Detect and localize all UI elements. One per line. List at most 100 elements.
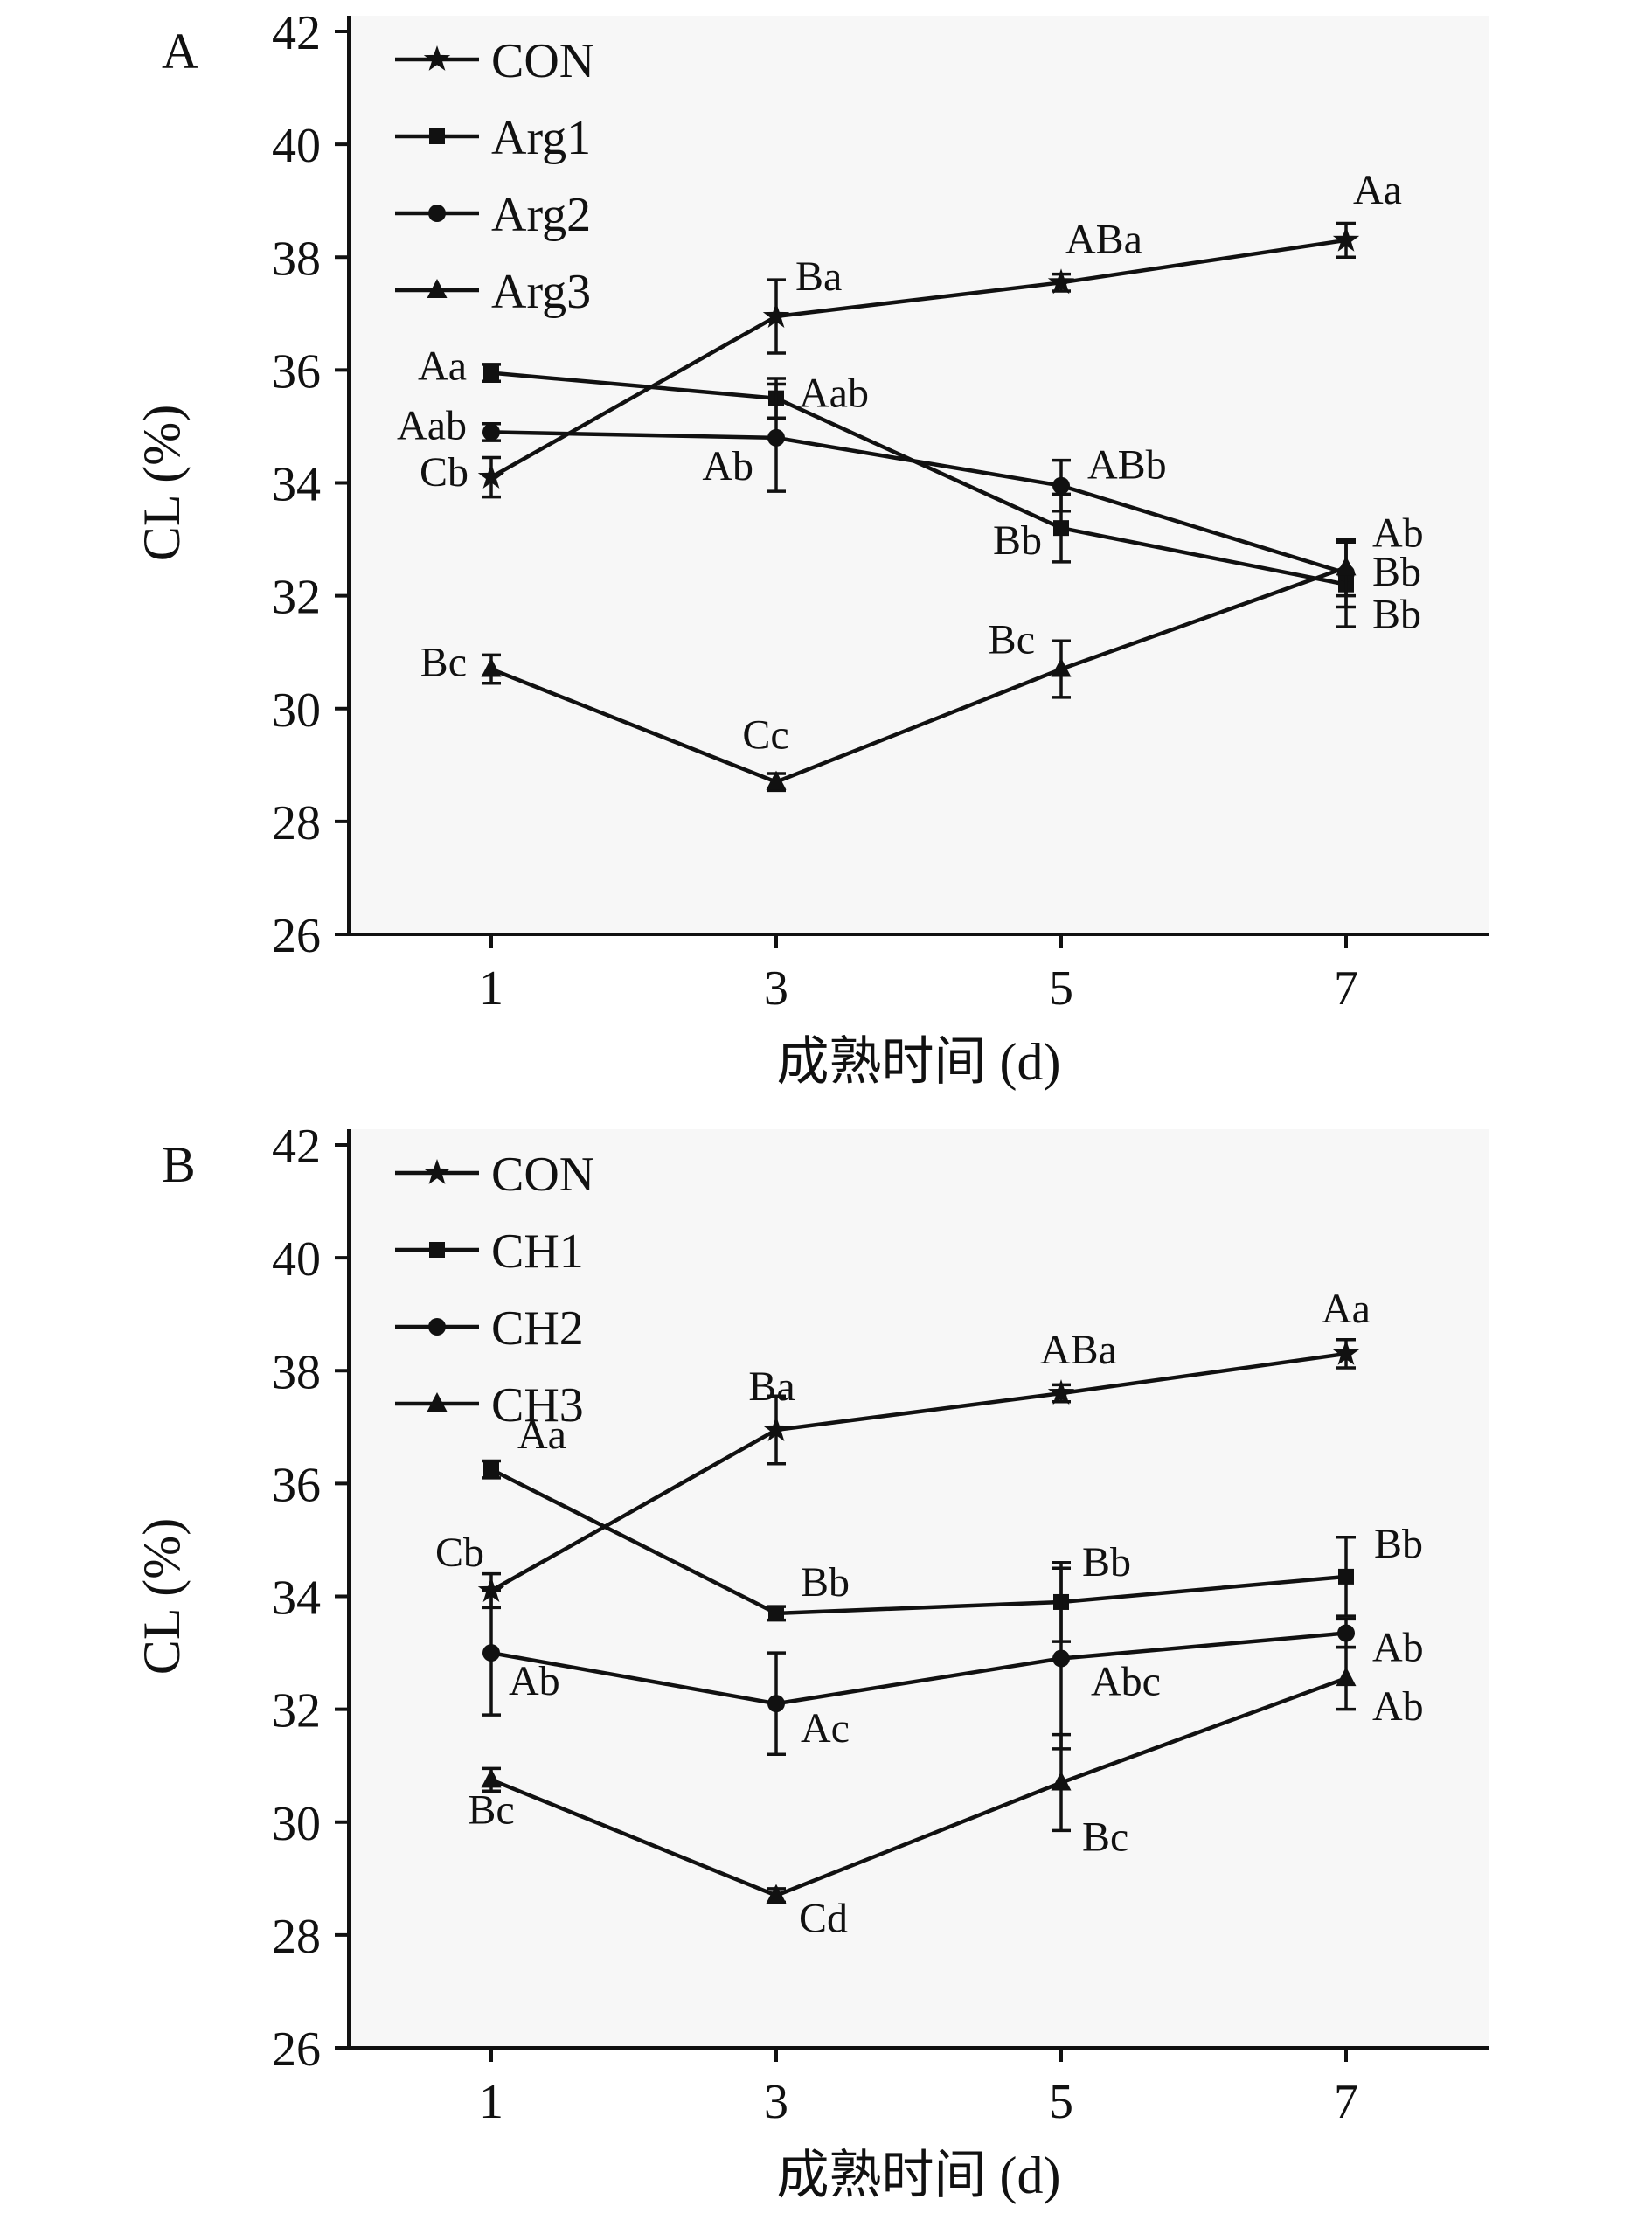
x-tick-label: 1 — [479, 2075, 503, 2129]
circle-marker — [482, 423, 500, 441]
point-label: Bb — [1082, 1539, 1131, 1585]
circle-marker — [1337, 1624, 1355, 1642]
point-label: ABa — [1065, 216, 1142, 262]
legend-label-CON: CON — [491, 1148, 594, 1202]
point-label: ABa — [1040, 1327, 1117, 1373]
square-marker — [483, 364, 499, 381]
x-axis-title: 成熟时间 (d) — [777, 1033, 1061, 1091]
point-label: Cb — [420, 449, 469, 496]
x-tick-label: 3 — [764, 961, 788, 1016]
point-label: Cb — [435, 1530, 484, 1576]
y-axis-title: CL (%) — [133, 405, 191, 561]
legend: CON Arg1 Arg2 Arg3 — [395, 34, 594, 319]
star-marker — [1047, 1379, 1075, 1405]
square-marker — [429, 128, 445, 144]
y-tick-label: 32 — [272, 571, 321, 625]
series-line — [489, 1351, 1347, 1592]
point-label: Ba — [795, 253, 842, 300]
y-tick-label: 36 — [272, 344, 321, 399]
series-CH2: Ab Ac Abc Ab — [482, 1566, 1424, 1757]
point-label: Cc — [742, 712, 788, 759]
star-marker — [1332, 1339, 1360, 1365]
circle-marker — [1052, 1649, 1070, 1668]
y-tick-label: 32 — [272, 1684, 321, 1738]
square-marker — [768, 1605, 784, 1621]
legend-label-CH3: CH3 — [491, 1378, 584, 1433]
point-label: Ab — [702, 443, 753, 489]
triangle-marker — [481, 1768, 502, 1788]
triangle-marker — [481, 657, 502, 677]
point-label: Ab — [1372, 1624, 1424, 1670]
series-Arg2: Aab Ab ABb Bb — [397, 382, 1421, 609]
x-tick-label: 7 — [1334, 961, 1358, 1016]
y-tick-label: 28 — [272, 796, 321, 850]
point-label: Bc — [1082, 1814, 1128, 1861]
x-tick-label: 3 — [764, 2075, 788, 2129]
point-label: Bb — [801, 1559, 850, 1606]
series-line — [489, 1467, 1347, 1616]
y-tick-label: 26 — [272, 909, 321, 963]
star-marker — [1332, 225, 1360, 252]
y-tick-label: 30 — [272, 683, 321, 738]
circle-marker — [428, 205, 446, 222]
legend: CON CH1 CH2 CH3 — [395, 1148, 594, 1433]
square-marker — [1338, 1568, 1354, 1585]
point-label: Ab — [1372, 1683, 1424, 1730]
panel-a: 26 28 30 32 34 36 38 40 42 1 3 5 7 成熟时间 (d) CL (%) A CON… — [133, 6, 1489, 1091]
square-marker — [483, 1461, 499, 1478]
star-marker — [423, 1159, 451, 1184]
plot-area — [349, 1129, 1489, 2048]
point-label: Ab — [1372, 510, 1424, 556]
legend-label-CON: CON — [491, 34, 594, 88]
series-line — [490, 1675, 1347, 1898]
triangle-marker — [1336, 1667, 1357, 1687]
point-label: Bc — [468, 1786, 514, 1833]
star-marker — [423, 45, 451, 71]
point-label: Aa — [1353, 167, 1402, 213]
triangle-marker — [1051, 1771, 1072, 1791]
legend-label-Arg3: Arg3 — [491, 265, 591, 319]
series-line — [490, 565, 1347, 785]
square-marker — [429, 1242, 445, 1258]
point-label: Bb — [1374, 1521, 1423, 1567]
triangle-marker — [1336, 556, 1357, 576]
y-tick-label: 34 — [272, 1571, 321, 1626]
series-line — [490, 1631, 1347, 1706]
point-label: Aa — [1322, 1286, 1371, 1332]
legend-label-Arg2: Arg2 — [491, 188, 591, 242]
point-label: Aa — [517, 1412, 566, 1458]
y-tick-label: 28 — [272, 1910, 321, 1964]
point-label: Ab — [509, 1658, 560, 1704]
y-tick-label: 26 — [272, 2022, 321, 2077]
y-tick-label: 40 — [272, 1232, 321, 1287]
panel-letter: A — [162, 23, 198, 80]
x-tick-label: 7 — [1334, 2075, 1358, 2129]
series-Arg3: Bc Cc Bc Ab — [420, 510, 1424, 793]
square-marker — [1053, 520, 1069, 537]
point-label: Ba — [748, 1363, 795, 1410]
point-label: Ac — [801, 1705, 850, 1752]
point-label: Abc — [1091, 1659, 1161, 1705]
star-marker — [762, 302, 790, 328]
x-tick-label: 1 — [479, 961, 503, 1016]
point-label: Bc — [420, 640, 467, 686]
triangle-marker — [766, 770, 787, 790]
y-tick-label: 38 — [272, 232, 321, 286]
point-label: Bc — [989, 617, 1035, 663]
star-marker — [762, 1416, 790, 1441]
chart-svg-panel-a: 26 28 30 32 34 36 38 40 42 1 3 5 7 成熟时间 (d) CL (%) A CON… — [133, 6, 1489, 1091]
star-marker — [477, 463, 505, 489]
y-tick-label: 42 — [272, 1120, 321, 1174]
y-tick-label: 38 — [272, 1345, 321, 1399]
point-label: Aab — [397, 402, 467, 448]
x-tick-label: 5 — [1049, 2075, 1073, 2129]
point-label: Cd — [799, 1896, 848, 1942]
triangle-marker — [766, 1884, 787, 1904]
legend-label-CH1: CH1 — [491, 1225, 584, 1279]
circle-marker — [767, 428, 785, 447]
series-line — [489, 238, 1347, 479]
series-CH3: Bc Cd Bc Ab — [468, 1645, 1424, 1942]
x-axis-title: 成熟时间 (d) — [777, 2147, 1061, 2204]
point-label: Aab — [799, 371, 869, 417]
legend-label-CH2: CH2 — [491, 1301, 584, 1356]
